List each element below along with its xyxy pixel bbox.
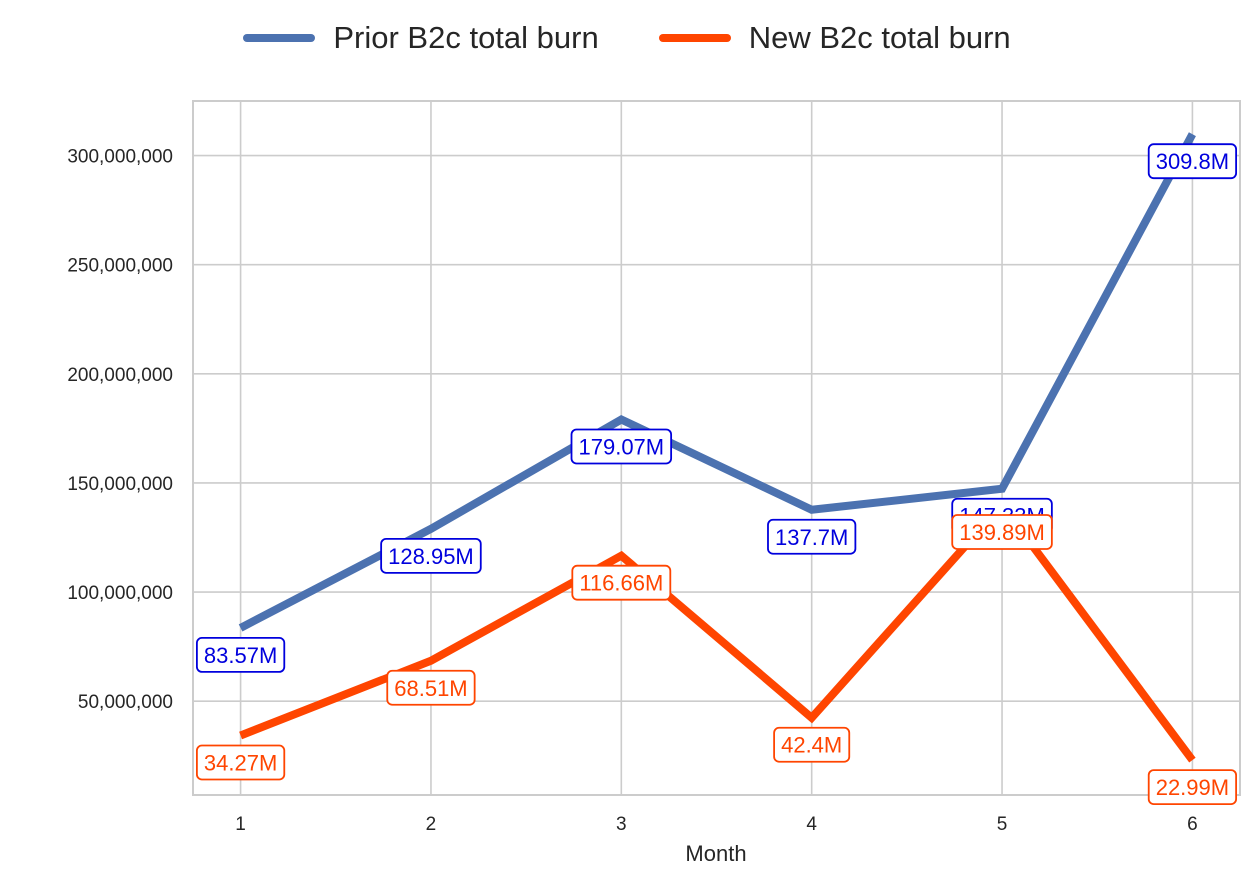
data-label-text: 83.57M [204, 643, 277, 668]
data-label-text: 309.8M [1156, 149, 1229, 174]
legend-swatch-prior [243, 34, 316, 42]
grid-lines [193, 101, 1240, 795]
data-label: 42.4M [773, 726, 851, 763]
data-label-text: 22.99M [1156, 775, 1229, 800]
data-label-box [1147, 143, 1238, 180]
data-label: 137.7M [767, 518, 857, 555]
x-tick-label: 5 [997, 814, 1008, 835]
data-label: 179.07M [570, 428, 673, 465]
data-label: 34.27M [195, 744, 286, 781]
y-tick-label: 100,000,000 [67, 583, 173, 604]
data-label-text: 128.95M [388, 544, 474, 569]
legend-entry-prior: Prior B2c total burn [243, 20, 599, 56]
data-label-box [195, 744, 286, 781]
legend-label-prior: Prior B2c total burn [333, 20, 599, 55]
y-tick-label: 250,000,000 [67, 256, 173, 277]
data-label: 139.89M [951, 514, 1053, 550]
x-axis-label: Month [685, 841, 746, 866]
x-axis-ticks: 1 2 3 4 5 6 [235, 814, 1197, 835]
y-tick-label: 150,000,000 [67, 474, 173, 495]
data-label: 116.66M [571, 564, 672, 601]
data-label-box [570, 428, 673, 465]
data-label-box [571, 564, 672, 601]
y-tick-label: 200,000,000 [67, 365, 173, 386]
x-tick-label: 6 [1187, 814, 1198, 835]
data-label: 128.95M [380, 537, 482, 574]
data-label-text: 139.89M [959, 520, 1045, 545]
data-label-text: 116.66M [579, 571, 663, 596]
data-label-box [767, 518, 857, 555]
data-label-text: 68.51M [394, 676, 467, 701]
x-tick-label: 1 [235, 814, 246, 835]
data-label-text: 179.07M [579, 434, 665, 459]
series-lines [238, 132, 1196, 763]
chart-legend: Prior B2c total burn New B2c total burn [0, 20, 1254, 56]
legend-swatch-new [658, 34, 731, 42]
data-label-box [951, 514, 1053, 550]
x-tick-label: 4 [806, 814, 817, 835]
data-label-text: 42.4M [781, 733, 842, 758]
y-tick-label: 50,000,000 [78, 692, 173, 713]
data-label-box [195, 636, 286, 673]
data-labels: 83.57M128.95M179.07M137.7M147.33M309.8M3… [195, 143, 1238, 806]
plot-frame [192, 100, 1241, 796]
data-label-text: 34.27M [204, 750, 277, 775]
legend-label-new: New B2c total burn [748, 20, 1011, 55]
data-label: 22.99M [1147, 769, 1238, 806]
data-label: 83.57M [195, 636, 286, 673]
data-label: 309.8M [1147, 143, 1238, 180]
legend-entry-new: New B2c total burn [658, 20, 1011, 56]
x-tick-label: 3 [616, 814, 627, 835]
data-label-box [1147, 769, 1238, 806]
data-label-box [380, 537, 482, 574]
x-tick-label: 2 [426, 814, 437, 835]
data-label-box [386, 669, 476, 706]
data-label-text: 137.7M [775, 525, 848, 550]
y-axis-ticks: 50,000,000 100,000,000 150,000,000 200,000,… [67, 147, 173, 714]
y-tick-label: 300,000,000 [67, 147, 173, 168]
data-label-box [773, 726, 851, 763]
data-label: 68.51M [386, 669, 476, 706]
